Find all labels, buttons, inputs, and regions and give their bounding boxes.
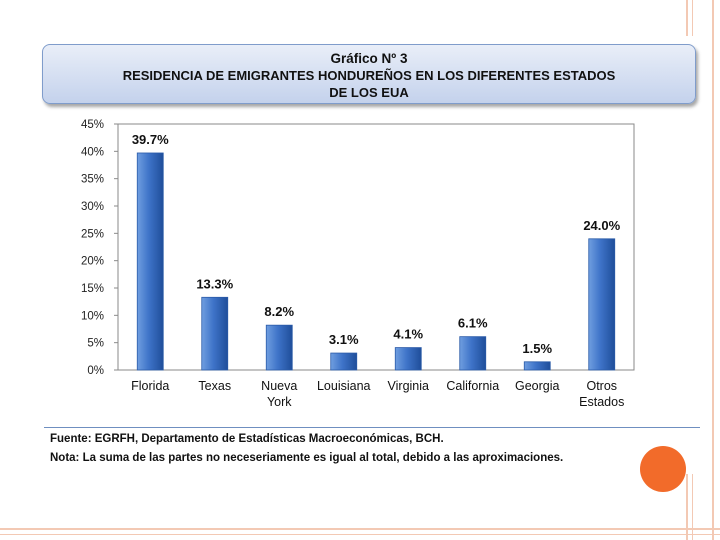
- y-tick-label: 30%: [81, 201, 104, 213]
- chart-notes: Fuente: EGRFH, Departamento de Estadísti…: [50, 430, 700, 468]
- footnote: Nota: La suma de las partes no neceseria…: [50, 452, 564, 464]
- notes-divider: [44, 427, 700, 428]
- bar-5: [459, 336, 487, 371]
- chart-title-line-3: DE LOS EUA: [329, 85, 409, 100]
- source-note: Fuente: EGRFH, Departamento de Estadísti…: [50, 433, 444, 445]
- y-tick-label: 5%: [87, 338, 104, 350]
- x-tick-label: Georgia: [515, 379, 560, 393]
- slide-border-line: [712, 0, 714, 540]
- bar-6: [523, 361, 551, 371]
- decorative-circle: [640, 446, 686, 492]
- y-tick-label: 0%: [87, 365, 104, 377]
- x-tick-label: Florida: [131, 379, 169, 393]
- bar-3: [330, 352, 358, 371]
- data-label: 24.0%: [583, 218, 620, 233]
- x-tick-label: Louisiana: [317, 379, 371, 393]
- x-tick-label: Texas: [198, 379, 231, 393]
- data-label: 4.1%: [393, 327, 423, 342]
- x-tick-label: York: [267, 395, 292, 409]
- x-tick-label: California: [446, 379, 499, 393]
- y-tick-label: 40%: [81, 146, 104, 158]
- y-tick-label: 45%: [81, 119, 104, 131]
- chart-title-line-1: Gráfico Nº 3: [330, 51, 408, 66]
- x-tick-label: Virginia: [388, 379, 430, 393]
- plot-frame: [117, 123, 635, 371]
- y-tick-label: 35%: [81, 174, 104, 186]
- bar-2: [265, 324, 293, 371]
- chart-title-line-2: RESIDENCIA DE EMIGRANTES HONDUREÑOS EN L…: [122, 68, 616, 83]
- data-label: 1.5%: [522, 341, 552, 356]
- y-tick-label: 10%: [81, 310, 104, 322]
- bar-7: [588, 238, 616, 371]
- data-label: 3.1%: [329, 332, 359, 347]
- y-tick-label: 15%: [81, 283, 104, 295]
- x-tick-label: Nueva: [261, 379, 297, 393]
- data-label: 13.3%: [196, 276, 233, 291]
- y-tick-label: 20%: [81, 256, 104, 268]
- x-tick-label: Otros: [586, 379, 617, 393]
- data-label: 8.2%: [264, 304, 294, 319]
- x-tick-label: Estados: [579, 395, 624, 409]
- chart-title-box: Gráfico Nº 3 RESIDENCIA DE EMIGRANTES HO…: [42, 44, 696, 104]
- data-label: 6.1%: [458, 316, 488, 331]
- bar-0: [136, 152, 164, 371]
- bar-1: [201, 296, 229, 371]
- slide-border-line: [0, 534, 720, 535]
- slide-border-line: [0, 528, 720, 530]
- bar-4: [394, 347, 422, 371]
- data-label: 39.7%: [132, 132, 169, 147]
- y-tick-label: 25%: [81, 228, 104, 240]
